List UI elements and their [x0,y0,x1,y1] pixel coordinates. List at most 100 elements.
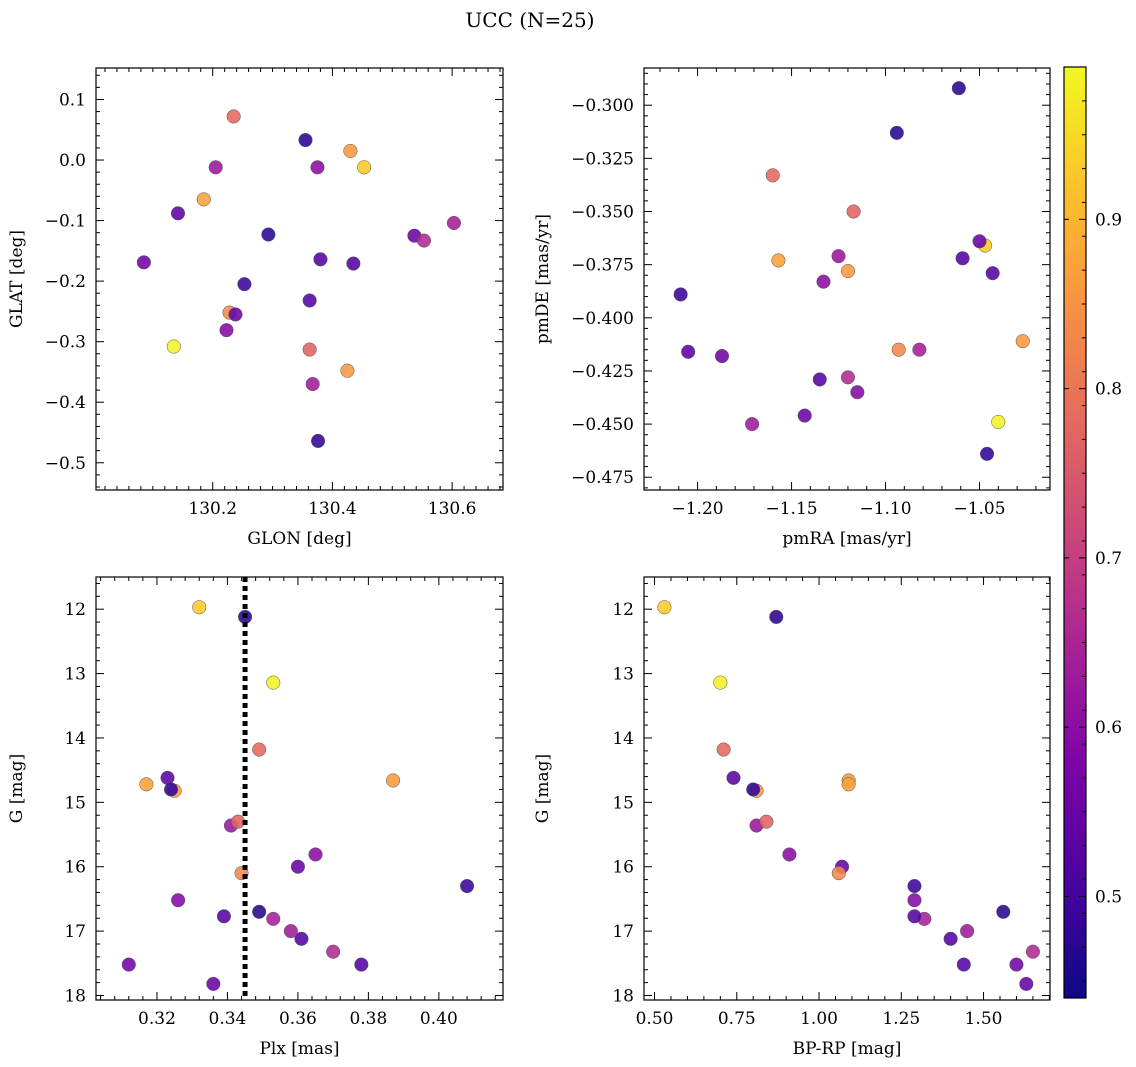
x-tick-label: 1.00 [800,1009,838,1029]
scatter-point [681,344,696,359]
scatter-point [714,349,730,364]
y-tick-label: −0.2 [45,272,86,292]
y-tick-label: −0.325 [571,149,634,169]
scatter-point [985,266,1000,281]
x-tick-label: 130.4 [308,499,357,519]
scatter-point [313,252,328,267]
x-tick-label: 1.25 [882,1009,920,1029]
y-tick-label: −0.375 [571,256,634,276]
y-axis-label: G [mag] [533,754,553,823]
scatter-point [171,893,186,908]
x-tick-label: 1.50 [965,1009,1003,1029]
scatter-point [357,160,372,175]
x-tick-label: 0.40 [420,1009,458,1029]
scatter-point [782,847,797,862]
x-axis-label: pmRA [mas/yr] [782,529,911,549]
scatter-point [166,339,181,354]
y-axis-label: GLAT [deg] [7,230,27,328]
axes-frame [95,576,504,1001]
scatter-point [326,944,341,959]
scatter-point [840,263,855,279]
colorbar-tick-label: 0.6 [1095,718,1122,738]
x-tick-label: 0.50 [636,1009,674,1029]
scatter-point [955,251,970,266]
axes-frame [95,67,504,491]
scatter-point [219,323,234,338]
y-tick-label: −0.4 [45,393,86,413]
scatter-point [907,878,922,894]
scatter-point [310,160,325,175]
scatter-point [765,168,780,183]
scatter-point [192,600,207,615]
scatter-point [846,204,861,219]
y-tick-label: 16 [64,858,86,878]
y-tick-label: −0.3 [45,333,86,353]
scatter-point [812,372,827,387]
scatter-point [261,227,276,242]
scatter-point [216,909,231,924]
x-tick-label: 0.34 [209,1009,247,1029]
y-axis-label: G [mag] [7,754,27,823]
scatter-point [228,307,243,322]
y-axis-label: pmDE [mas/yr] [533,214,553,344]
scatter-point [121,957,136,972]
y-tick-label: −0.450 [571,415,634,435]
y-tick-label: 14 [612,729,634,749]
x-tick-label: 0.38 [349,1009,387,1029]
scatter-point [943,931,958,946]
panel-bprp-g: 0.50 0.75 1.00 1.25 1.50 12 13 14 15 16 17 18 BP-RP … [533,576,1051,1059]
scatter-point [912,342,927,357]
y-tick-label: −0.5 [45,454,86,474]
scatter-point [657,600,672,615]
x-axis-label: Plx [mas] [259,1039,339,1059]
x-tick-label: −1.05 [953,499,1005,519]
scatter-point [831,866,846,881]
y-tick-label: 12 [64,600,86,620]
y-tick-label: −0.350 [571,203,634,223]
scatter-point [951,81,966,96]
y-tick-label: 15 [64,793,86,813]
scatter-point [713,675,728,690]
scatter-point [1009,957,1024,972]
y-tick-label: 18 [64,986,86,1006]
x-tick-label: 0.36 [279,1009,317,1029]
scatter-point [956,957,971,972]
axes-frame [643,576,1051,1001]
scatter-points [136,109,461,449]
scatter-point [226,109,241,124]
x-tick-label: 130.2 [188,499,237,519]
y-tick-label: −0.400 [571,309,634,329]
scatter-point [283,924,298,939]
y-tick-label: 15 [612,793,634,813]
y-tick-label: 12 [612,600,634,620]
scatter-point [771,253,786,268]
scatter-point [340,363,355,378]
y-tick-label: 13 [64,665,86,685]
scatter-point [996,904,1011,919]
scatter-point [446,215,461,231]
x-axis-label: GLON [deg] [247,529,351,549]
panel-plx-g: 0.32 0.34 0.36 0.38 0.40 12 13 14 15 16 17 18 Plx [m… [7,576,504,1059]
y-tick-label: −0.425 [571,362,634,382]
scatter-point [302,342,317,357]
scatter-point [1019,976,1034,991]
colorbar-tick-label: 0.8 [1095,380,1122,400]
scatter-point [891,342,906,357]
scatter-point [907,909,922,924]
scatter-point [164,782,179,797]
scatter-point [726,770,741,785]
scatter-point [237,277,252,292]
scatter-point [266,675,281,690]
y-tick-label: −0.1 [45,212,86,232]
scatter-point [311,433,326,449]
scatter-point [302,293,317,308]
y-tick-label: 18 [612,986,634,1006]
x-tick-label: −1.10 [859,499,911,519]
colorbar-tick-label: 0.5 [1095,887,1122,907]
y-tick-label: 0.1 [59,90,86,110]
scatter-point [343,143,358,158]
scatter-point [769,609,784,624]
scatter-point [170,206,186,221]
y-tick-label: −0.300 [571,96,634,116]
scatter-point [308,847,323,862]
